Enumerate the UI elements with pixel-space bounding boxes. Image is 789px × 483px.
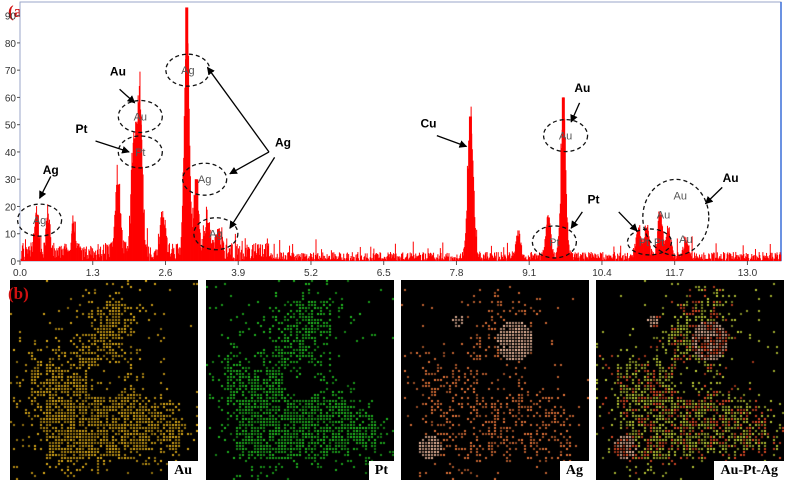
y-tick-label: 20 xyxy=(5,202,17,213)
x-tick-label: 5.2 xyxy=(304,268,318,279)
peak-marker-ellipse xyxy=(16,203,63,237)
y-tick-label: 60 xyxy=(5,93,17,104)
eds-spectrum-chart: 0 10 20 30 40 50 60 70 80 90 0.0 1.3 2.6 3.9 5.2 6.5 7.8… xyxy=(5,1,782,279)
map-label-au: Au xyxy=(168,461,198,480)
element-annotation: Cu xyxy=(420,116,436,130)
annotation-arrow xyxy=(618,211,638,232)
peak-marker-label: Au xyxy=(657,210,670,222)
element-annotation: Au xyxy=(723,171,739,185)
y-tick-label: 40 xyxy=(5,148,17,159)
element-annotation: Pt xyxy=(76,122,88,136)
annotation-arrow xyxy=(229,151,270,175)
peak-14 xyxy=(561,97,565,261)
peak-marker-label: Au xyxy=(679,234,692,246)
y-tick-label: 0 xyxy=(10,257,16,268)
y-tick-label: 80 xyxy=(5,39,17,50)
annotation-arrow xyxy=(229,157,276,229)
peak-marker-label: Au xyxy=(134,112,147,124)
x-tick-label: 2.6 xyxy=(159,268,173,279)
x-tick-label: 7.8 xyxy=(450,268,464,279)
peak-marker-label: Ag xyxy=(198,174,211,186)
map-label-pt: Pt xyxy=(368,461,394,480)
x-tick-label: 11.7 xyxy=(665,268,684,279)
map-label-ag: Ag xyxy=(559,461,589,480)
panel-label-b: (b) xyxy=(8,284,29,303)
peak-marker-label: Ag xyxy=(181,65,194,77)
x-tick-label: 9.1 xyxy=(522,268,536,279)
y-tick-label: 50 xyxy=(5,121,17,132)
y-tick-label: 30 xyxy=(5,175,17,186)
peak-6 xyxy=(161,217,165,261)
spectrum-trace xyxy=(20,7,782,262)
y-tick-label: 90 xyxy=(5,12,17,23)
annotation-arrow xyxy=(119,88,136,104)
annotation-arrow xyxy=(95,140,130,154)
peak-0 xyxy=(35,214,39,261)
peak-marker-label: Pt xyxy=(654,237,664,249)
peak-marker-ellipse xyxy=(182,162,228,196)
peak-16 xyxy=(645,228,649,261)
peak-3 xyxy=(116,184,120,261)
peak-19 xyxy=(684,241,688,261)
peak-15 xyxy=(636,231,640,261)
map-canvas-pt xyxy=(206,280,394,480)
x-tick-label: 1.3 xyxy=(86,268,100,279)
cluster-ellipse xyxy=(642,178,710,257)
annotation-arrow xyxy=(436,134,468,148)
annotation-arrow xyxy=(570,211,583,229)
peak-marker-label: Au xyxy=(674,191,687,203)
map-label-au-pt-ag: Au-Pt-Ag xyxy=(714,461,784,480)
element-annotation: Au xyxy=(110,65,126,79)
x-tick-label: 10.4 xyxy=(592,268,612,279)
peak-marker-ellipse xyxy=(117,99,163,134)
cluster-ellipse-small xyxy=(626,228,673,256)
peak-11 xyxy=(468,116,472,261)
map-canvas-au-pt-ag xyxy=(596,280,784,480)
element-annotation: Pt xyxy=(588,193,600,207)
peak-2 xyxy=(71,231,75,261)
elemental-map-pt: Pt xyxy=(206,280,394,480)
peak-1 xyxy=(46,222,50,261)
peak-10 xyxy=(217,236,221,261)
peak-5 xyxy=(138,124,142,262)
annotation-arrow xyxy=(704,186,723,205)
peak-13 xyxy=(546,217,550,261)
peak-7 xyxy=(185,7,189,261)
x-tick-label: 3.9 xyxy=(231,268,245,279)
y-tick-label: 70 xyxy=(5,66,17,77)
peak-marker-label: Ag xyxy=(33,215,46,227)
annotation-arrow xyxy=(39,176,52,199)
peak-marker-ellipse xyxy=(542,118,589,153)
x-tick-label: 13.0 xyxy=(738,268,758,279)
x-tick-label: 0.0 xyxy=(13,268,27,279)
peak-12 xyxy=(516,236,520,261)
element-annotation: Au xyxy=(574,81,590,95)
elemental-map-au: Au xyxy=(10,280,198,480)
peak-marker-label: Pt xyxy=(135,147,145,159)
annotation-arrow xyxy=(570,102,581,123)
peak-4 xyxy=(133,138,137,261)
peak-marker-ellipse xyxy=(117,135,163,169)
element-annotation: Ag xyxy=(43,163,59,177)
peak-marker-label: Au xyxy=(559,131,572,143)
map-canvas-ag xyxy=(401,280,589,480)
peak-18 xyxy=(667,233,671,261)
peak-marker-label: Pt xyxy=(639,237,649,249)
annotation-arrow xyxy=(206,66,270,153)
peak-marker-ellipse xyxy=(193,217,239,251)
peak-8 xyxy=(194,179,198,261)
peak-marker-label: Pt xyxy=(549,237,559,249)
elemental-map-ag: Ag xyxy=(401,280,589,480)
element-annotation: Ag xyxy=(275,135,291,149)
peak-17 xyxy=(658,214,662,261)
peak-marker-label: Ag xyxy=(209,229,222,241)
peak-9 xyxy=(205,222,209,261)
x-tick-label: 6.5 xyxy=(377,268,391,279)
elemental-map-au-pt-ag: Au-Pt-Ag xyxy=(596,280,784,480)
y-tick-label: 10 xyxy=(5,230,17,241)
map-canvas-au xyxy=(10,280,198,480)
peak-marker-ellipse xyxy=(531,225,578,259)
